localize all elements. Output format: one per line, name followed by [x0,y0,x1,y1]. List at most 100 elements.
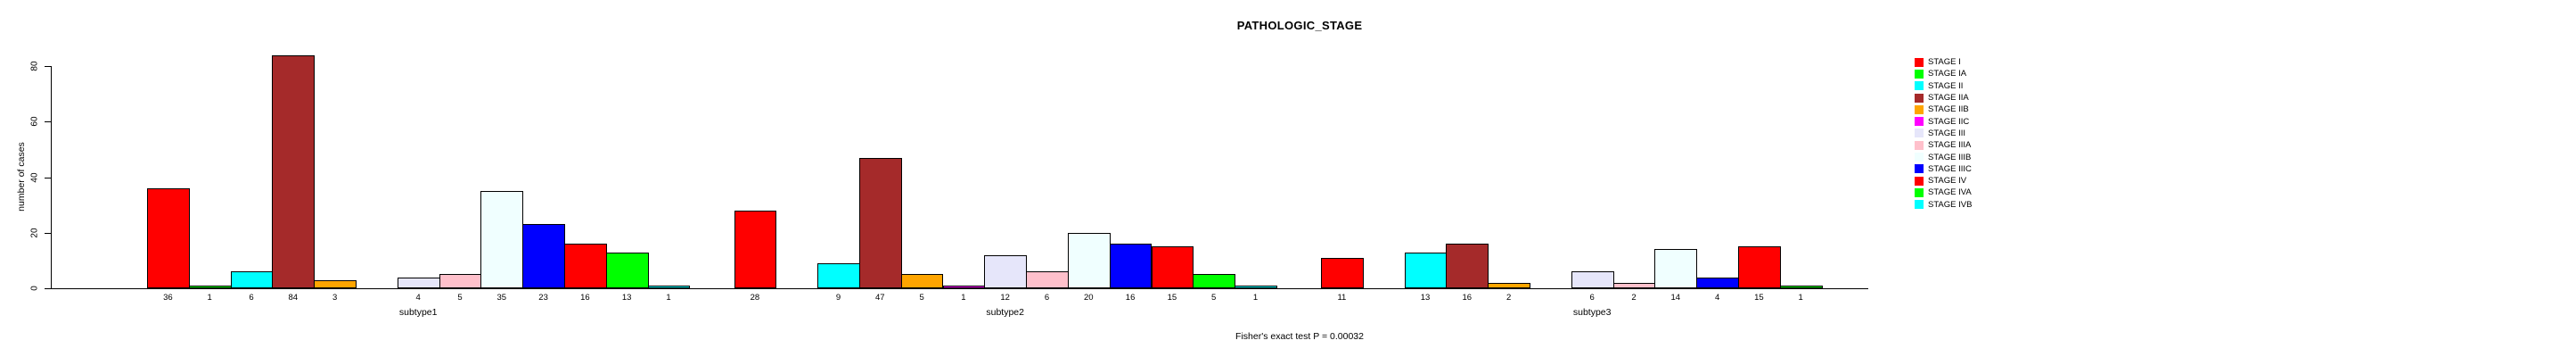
bar-stage-i [734,211,777,288]
bar-count-label: 4 [1714,293,1720,303]
bar-stage-iiic [522,224,565,288]
legend-item: STAGE IIIC [1915,163,1972,175]
bar-count-label: 13 [621,293,632,303]
category-label-subtype3: subtype3 [1572,307,1612,318]
bar-stage-iiia [1026,271,1069,288]
bar-count-label: 15 [1167,293,1177,303]
legend-label: STAGE IIIC [1928,163,1972,174]
y-tick-label: 0 [29,286,40,291]
bar-stage-iiic [1109,244,1153,288]
bar-count-label: 16 [580,293,590,303]
bar-stage-iib [1488,283,1530,288]
bar-stage-ivb [1235,286,1277,288]
chart-title: PATHOLOGIC_STAGE [1236,19,1363,32]
fisher-test-annotation: Fisher's exact test P = 0.00032 [1235,331,1364,342]
bar-count-label: 14 [1670,293,1681,303]
bar-count-label: 28 [750,293,760,303]
bar-stage-ivb [647,286,691,288]
legend-label: STAGE IIA [1928,93,1969,104]
legend-swatch-icon [1915,57,1924,67]
legend-item: STAGE IVB [1915,199,1972,211]
bar-stage-iiic [1696,278,1739,288]
y-axis-label: number of cases [16,142,27,212]
bar-count-label: 2 [1631,293,1637,303]
y-tick-label: 80 [29,61,40,71]
bar-stage-ii [817,263,860,288]
legend-label: STAGE IIIA [1928,140,1972,151]
bar-count-label: 84 [288,293,299,303]
bar-stage-ia [188,286,232,288]
legend-label: STAGE I [1928,57,1961,68]
legend-item: STAGE IVA [1915,187,1972,198]
y-tick-label: 40 [29,171,40,183]
bar-count-label: 16 [1125,293,1136,303]
legend-label: STAGE IVB [1928,199,1973,210]
bar-count-label: 16 [1462,293,1473,303]
bar-count-label: 47 [875,293,885,303]
legend-swatch-icon [1915,81,1924,91]
legend-swatch-icon [1915,164,1924,174]
legend-label: STAGE IIIB [1928,152,1972,162]
x-axis-line [51,288,1868,289]
bar-stage-iic [942,286,986,288]
bar-count-label: 36 [163,293,173,303]
bar-count-label: 1 [666,293,671,303]
bar-stage-ii [230,271,274,288]
bar-stage-iia [1446,244,1489,288]
legend-label: STAGE IA [1928,69,1967,79]
legend-swatch-icon [1915,153,1924,162]
category-label-subtype1: subtype1 [398,307,438,318]
bar-count-label: 1 [207,293,212,303]
legend-item: STAGE IA [1915,68,1972,79]
bar-stage-iiib [1067,233,1111,288]
legend-item: STAGE IV [1915,175,1972,187]
y-tick-mark [45,66,51,67]
bar-count-label: 1 [1252,293,1259,303]
bar-count-label: 20 [1084,293,1094,303]
bar-count-label: 13 [1420,293,1431,303]
bar-stage-ii [1404,253,1448,288]
bar-stage-iiib [1654,249,1698,288]
y-axis-line [51,66,52,289]
legend-swatch-icon [1915,117,1924,127]
legend-label: STAGE IVA [1928,187,1972,198]
bar-count-label: 12 [1000,293,1010,303]
bar-stage-iii [984,255,1028,288]
bar-stage-iv [1738,246,1781,288]
bar-count-label: 35 [496,293,507,303]
legend-item: STAGE IIB [1915,104,1972,115]
bar-stage-iia [858,158,902,288]
bar-count-label: 5 [919,293,924,303]
bar-stage-iva [1779,286,1823,288]
bar-count-label: 11 [1337,293,1347,303]
legend-label: STAGE II [1928,80,1964,91]
legend-swatch-icon [1915,140,1924,150]
bar-count-label: 1 [1798,293,1803,303]
bar-count-label: 23 [538,293,548,303]
bar-stage-iii [1571,271,1614,288]
legend-item: STAGE IIIA [1915,139,1972,151]
legend-swatch-icon [1915,104,1924,114]
legend-label: STAGE IIB [1928,104,1969,115]
legend-swatch-icon [1915,93,1924,103]
bar-count-label: 4 [415,293,421,303]
bar-count-label: 5 [1211,293,1217,303]
bar-stage-iia [272,55,316,288]
legend-label: STAGE III [1928,128,1966,138]
legend-swatch-icon [1915,129,1924,138]
bar-count-label: 9 [835,293,841,303]
bar-stage-i [1321,258,1364,288]
bar-stage-iii [397,278,440,288]
legend-label: STAGE IV [1928,176,1967,187]
y-tick-mark [45,288,51,289]
bar-stage-i [147,188,190,288]
bar-count-label: 6 [1044,293,1050,303]
legend-swatch-icon [1915,187,1924,197]
legend-item: STAGE III [1915,128,1972,139]
bar-count-label: 6 [1589,293,1595,303]
bar-count-label: 5 [457,293,463,303]
bar-count-label: 6 [249,293,254,303]
y-tick-mark [45,232,51,234]
legend: STAGE I STAGE IA STAGE II STAGE IIA STAGE II… [1915,56,1972,211]
